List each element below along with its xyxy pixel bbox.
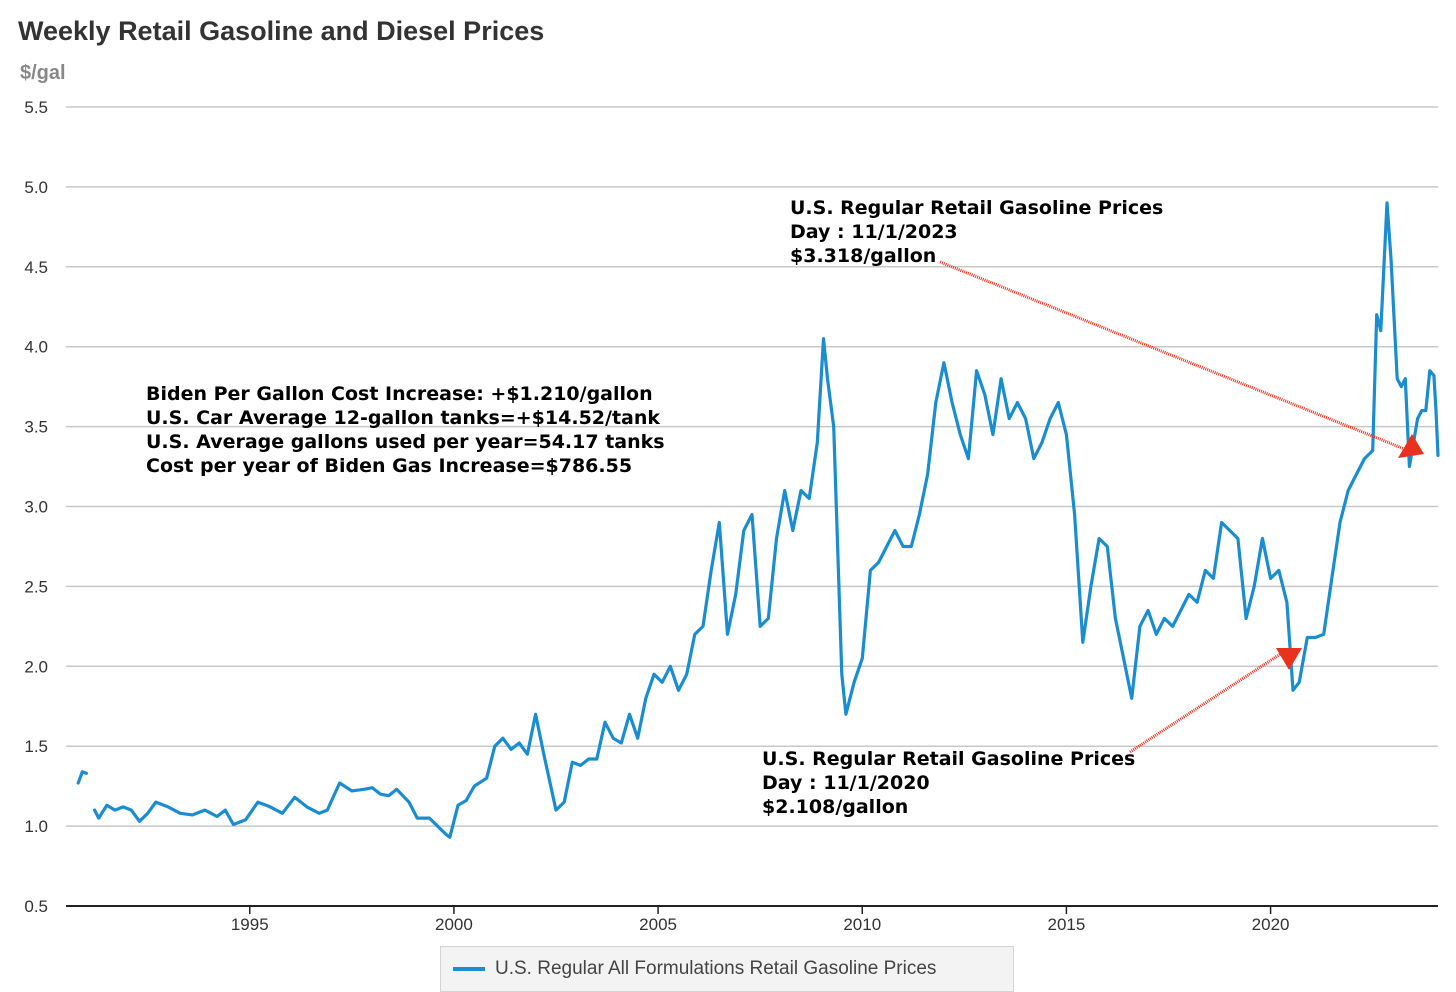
x-tick-label-1: 2000 — [435, 915, 473, 934]
x-tick-label-3: 2010 — [843, 915, 881, 934]
annotation-2020-line-3: $2.108/gallon — [762, 796, 908, 818]
arrow-2023 — [939, 260, 1424, 458]
annotation-2020-line-2: Day : 11/1/2020 — [762, 772, 930, 794]
series-lines — [76, 201, 1440, 839]
annotation-cost: Biden Per Gallon Cost Increase: +$1.210/… — [146, 383, 665, 477]
annotation-cost-line-2: U.S. Car Average 12-gallon tanks=+$14.52… — [146, 407, 660, 429]
annotation-cost-line-1: Biden Per Gallon Cost Increase: +$1.210/… — [146, 383, 653, 405]
y-tick-label-3: 2.0 — [24, 657, 48, 676]
chart-title: Weekly Retail Gasoline and Diesel Prices — [18, 16, 545, 46]
x-tick-label-4: 2015 — [1048, 915, 1086, 934]
series-line-0-segment-0 — [76, 770, 89, 785]
annotation-cost-line-4: Cost per year of Biden Gas Increase=$786… — [146, 455, 632, 477]
y-tick-label-4: 2.5 — [24, 577, 48, 596]
legend[interactable]: U.S. Regular All Formulations Retail Gas… — [440, 946, 1014, 992]
legend-swatch — [453, 967, 485, 971]
y-tick-label-5: 3.0 — [24, 498, 48, 517]
annotation-2020: U.S. Regular Retail Gasoline Prices Day … — [762, 748, 1135, 818]
x-axis: 1995 2000 2005 2010 2015 2020 — [66, 905, 1438, 934]
y-unit-label: $/gal — [20, 62, 66, 84]
y-tick-label-10: 5.5 — [24, 98, 48, 117]
y-tick-label-1: 1.0 — [24, 817, 48, 836]
series-line-0-segment-1 — [92, 201, 1440, 839]
y-tick-label-6: 3.5 — [24, 418, 48, 437]
annotation-cost-line-3: U.S. Average gallons used per year=54.17… — [146, 431, 665, 453]
x-tick-label-5: 2020 — [1252, 915, 1290, 934]
annotation-2023-line-2: Day : 11/1/2023 — [790, 221, 958, 243]
annotation-2023-line-3: $3.318/gallon — [790, 245, 936, 267]
y-tick-label-8: 4.5 — [24, 258, 48, 277]
y-tick-label-7: 4.0 — [24, 338, 48, 357]
y-tick-label-2: 1.5 — [24, 737, 48, 756]
x-tick-label-2: 2005 — [639, 915, 677, 934]
y-tick-label-0: 0.5 — [24, 897, 48, 916]
legend-label: U.S. Regular All Formulations Retail Gas… — [495, 958, 937, 979]
y-tick-label-9: 5.0 — [24, 178, 48, 197]
x-tick-label-0: 1995 — [231, 915, 269, 934]
annotation-2023: U.S. Regular Retail Gasoline Prices Day … — [790, 197, 1163, 267]
grid-lines — [66, 106, 1438, 827]
arrow-2020 — [1129, 648, 1302, 754]
annotation-2023-line-1: U.S. Regular Retail Gasoline Prices — [790, 197, 1163, 219]
y-axis-ticks: 0.5 1.0 1.5 2.0 2.5 3.0 3.5 4.0 4.5 5.0 5.5 — [24, 98, 48, 916]
annotation-2020-line-1: U.S. Regular Retail Gasoline Prices — [762, 748, 1135, 770]
